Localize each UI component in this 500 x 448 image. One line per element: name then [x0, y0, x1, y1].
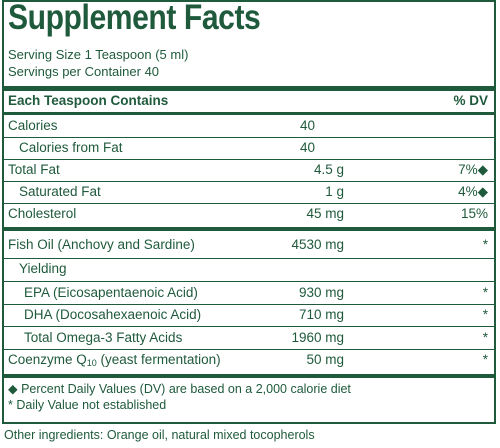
row-label: Calories from Fat — [19, 140, 123, 155]
coenzyme-name: Coenzyme Q — [8, 352, 87, 367]
footnote-dv: ◆ Percent Daily Values (DV) are based on… — [8, 382, 351, 396]
table-row: Total Fat 4.5 g 7%◆ — [4, 160, 494, 181]
row-amount: 1 g — [325, 184, 344, 199]
row-label: Calories — [8, 118, 58, 133]
divider — [4, 137, 494, 138]
header-dv: % DV — [453, 93, 488, 108]
table-row: EPA (Eicosapentaenoic Acid) 930 mg * — [4, 283, 494, 304]
row-label: Fish Oil (Anchovy and Sardine) — [8, 237, 195, 252]
table-row: Yielding — [4, 259, 494, 280]
table-row: Total Omega-3 Fatty Acids 1960 mg * — [4, 328, 494, 349]
row-amount: 4530 mg — [291, 237, 344, 252]
table-row: Calories 40 — [4, 116, 494, 137]
divider — [4, 258, 494, 259]
row-label: EPA (Eicosapentaenoic Acid) — [24, 285, 198, 300]
divider — [4, 281, 494, 282]
thick-divider — [4, 227, 494, 231]
divider — [4, 304, 494, 305]
row-dv: 4%◆ — [458, 184, 488, 199]
servings-per-container: Servings per Container 40 — [8, 64, 160, 79]
row-dv: * — [482, 330, 488, 345]
divider — [4, 326, 494, 327]
row-amount: 1960 mg — [291, 330, 344, 345]
row-label: Cholesterol — [8, 206, 77, 221]
thick-divider — [4, 374, 494, 378]
column-header-row: Each Teaspoon Contains % DV — [4, 91, 494, 112]
footnote-not-established: * Daily Value not established — [8, 398, 167, 412]
row-label: Total Omega-3 Fatty Acids — [24, 330, 183, 345]
row-amount: 45 mg — [306, 206, 344, 221]
serving-size: Serving Size 1 Teaspoon (5 ml) — [8, 47, 189, 62]
other-ingredients: Other ingredients: Orange oil, natural m… — [4, 428, 315, 442]
table-row: DHA (Docosahexaenoic Acid) 710 mg * — [4, 305, 494, 326]
row-label: Yielding — [19, 261, 67, 276]
row-amount: 50 mg — [306, 352, 344, 367]
row-label: Saturated Fat — [19, 184, 101, 199]
table-row: Saturated Fat 1 g 4%◆ — [4, 182, 494, 203]
row-dv: * — [482, 352, 488, 367]
row-dv: * — [482, 237, 488, 252]
table-row: Calories from Fat 40 — [4, 138, 494, 159]
row-amount: 4.5 g — [313, 162, 344, 177]
divider — [4, 349, 494, 350]
divider — [4, 159, 494, 160]
table-row: Fish Oil (Anchovy and Sardine) 4530 mg * — [4, 235, 494, 256]
row-dv: 7%◆ — [458, 162, 488, 177]
supplement-facts-panel: Supplement Facts Serving Size 1 Teaspoon… — [2, 0, 496, 424]
panel-title: Supplement Facts — [8, 0, 261, 37]
row-label: Total Fat — [8, 162, 60, 177]
row-amount: 40 — [300, 140, 316, 155]
row-dv: * — [482, 307, 488, 322]
row-label: DHA (Docosahexaenoic Acid) — [24, 307, 202, 322]
row-label: Coenzyme Q10 (yeast fermentation) — [8, 352, 221, 368]
row-amount: 710 mg — [298, 307, 344, 322]
header-contains: Each Teaspoon Contains — [8, 93, 169, 108]
medium-divider — [4, 112, 494, 115]
table-row: Cholesterol 45 mg 15% — [4, 204, 494, 225]
thick-divider — [4, 86, 494, 91]
row-dv: 15% — [460, 206, 488, 221]
table-row: Coenzyme Q10 (yeast fermentation) 50 mg … — [4, 350, 494, 371]
coenzyme-source: (yeast fermentation) — [96, 352, 221, 367]
row-amount: 40 — [300, 118, 316, 133]
divider — [4, 181, 494, 182]
coenzyme-subscript: 10 — [86, 358, 97, 368]
row-amount: 930 mg — [298, 285, 344, 300]
row-dv: * — [482, 285, 488, 300]
divider — [4, 203, 494, 204]
